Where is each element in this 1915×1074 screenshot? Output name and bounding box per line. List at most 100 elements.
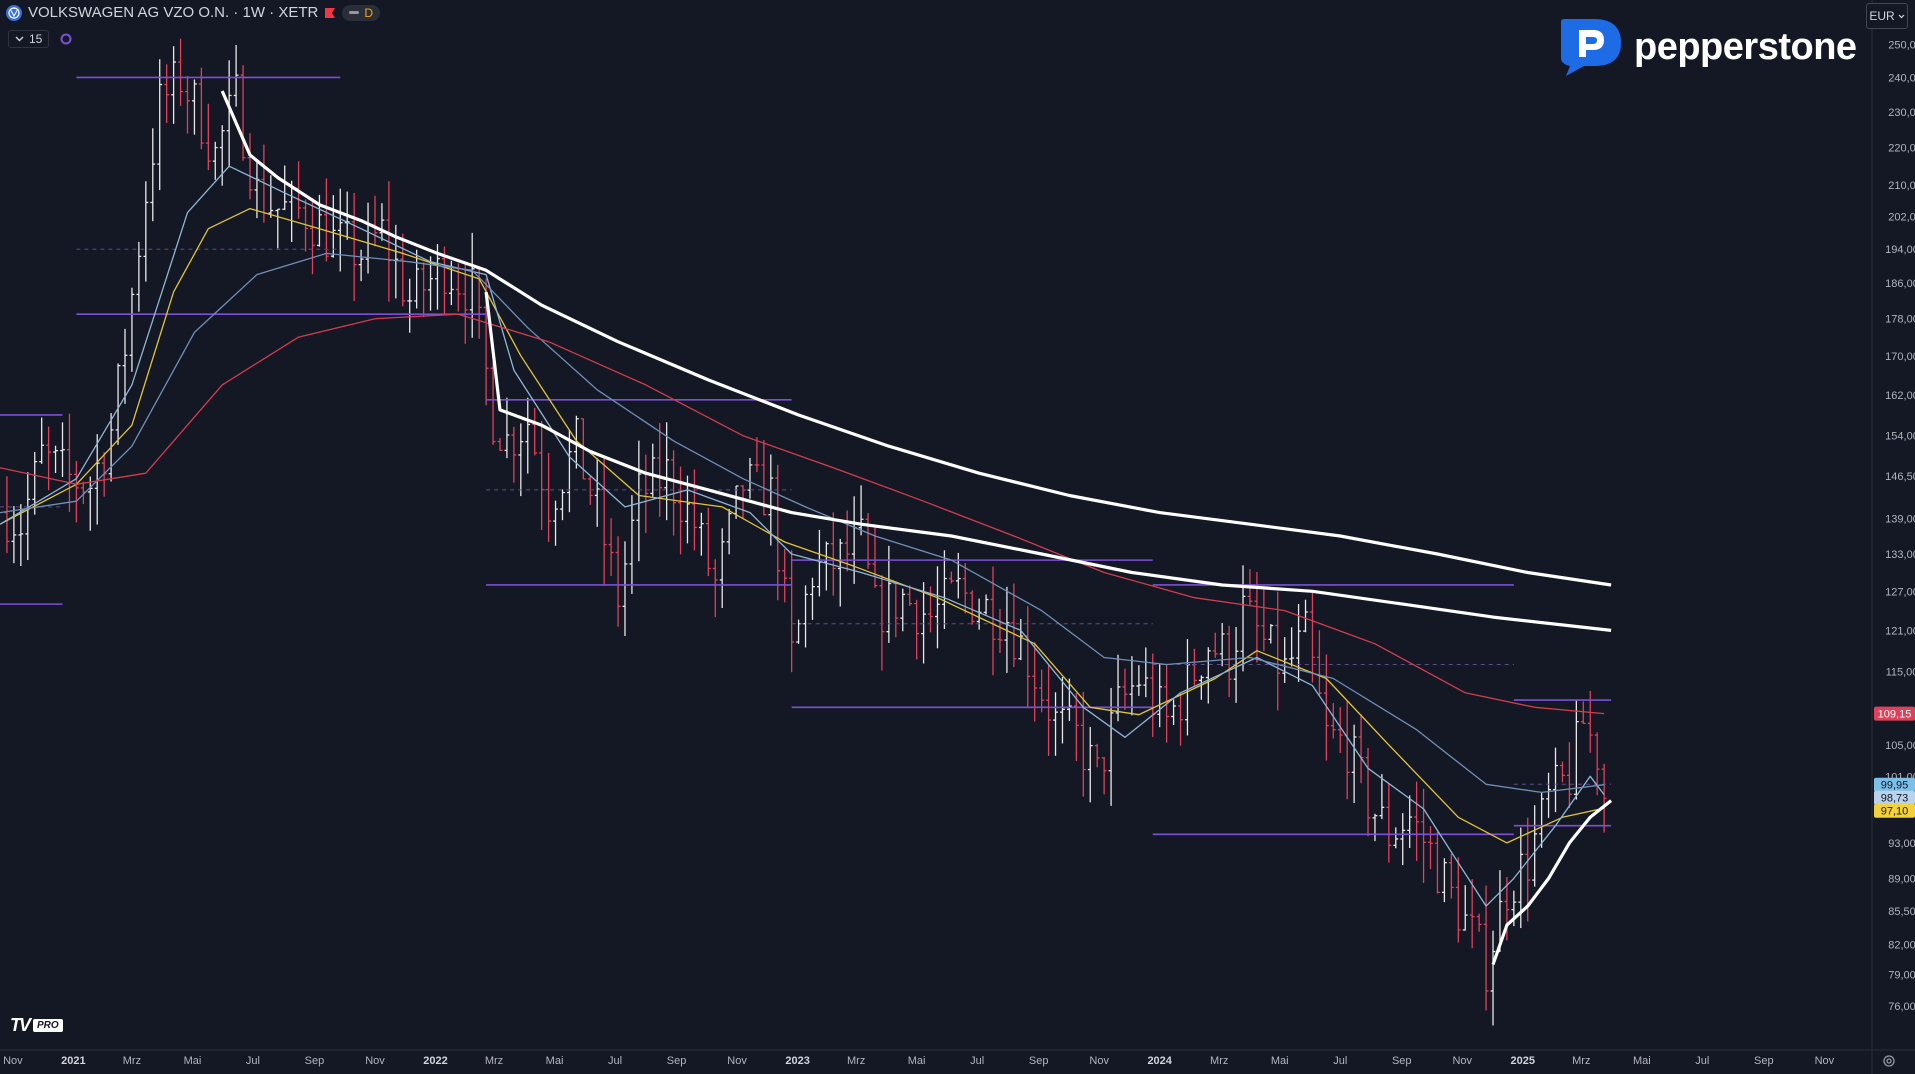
up-bar (1143, 647, 1149, 698)
last-value-badge: 109,15 (1874, 706, 1915, 721)
up-bar (858, 485, 864, 536)
up-bar (1198, 675, 1204, 700)
down-bar (997, 608, 1003, 654)
down-bar (761, 440, 767, 516)
up-bar (60, 422, 65, 478)
down-bar (657, 423, 663, 517)
down-bar (442, 246, 447, 316)
down-bar (1337, 707, 1343, 753)
price-tick-label: 76,00 (1888, 1001, 1915, 1013)
down-bar (490, 362, 496, 445)
up-bar (504, 397, 510, 459)
flag-icon[interactable] (324, 7, 336, 19)
indicator-line-1 (0, 165, 1605, 907)
price-tick-label: 186,00 (1885, 278, 1915, 290)
up-bar (650, 443, 656, 497)
up-bar (900, 588, 906, 632)
up-bar (233, 44, 239, 107)
refresh-icon[interactable] (59, 32, 73, 46)
time-axis: Nov 2021 Mrz Mai Jul Sep Nov 2022 Mrz Mai Jul Sep No… (0, 1049, 1915, 1067)
down-bar (1226, 625, 1232, 698)
time-tick-label: Mai (908, 1055, 926, 1067)
down-bar (1261, 587, 1267, 652)
down-bar (46, 426, 52, 491)
up-bar (1442, 858, 1447, 903)
last-value-bg (1874, 803, 1915, 818)
time-tick-label: Nov (1452, 1055, 1472, 1067)
tradingview-pro-logo[interactable]: TV PRO (10, 1015, 63, 1036)
indicator-line-6 (1491, 799, 1613, 966)
time-tick-label: Mrz (485, 1055, 503, 1067)
price-tick-label: 139,00 (1885, 513, 1915, 525)
up-bar (268, 175, 274, 218)
price-tick-label: 170,00 (1885, 351, 1915, 363)
up-bar (553, 500, 558, 546)
down-bar (497, 438, 503, 452)
last-value-badge: 99,95 (1874, 777, 1915, 792)
down-bar (303, 199, 308, 252)
down-bar (914, 599, 920, 660)
down-bar (1080, 691, 1086, 797)
time-tick-label: 2024 (1147, 1055, 1172, 1067)
up-bar (192, 79, 197, 135)
up-bar (1067, 678, 1072, 721)
last-value-badge: 98,73 (1874, 790, 1915, 805)
up-bar (1546, 772, 1551, 818)
up-bar (414, 249, 420, 309)
up-bar (1129, 656, 1135, 716)
indicator-bar: 15 (8, 30, 73, 48)
up-bar (1490, 930, 1496, 1026)
up-bar (1087, 726, 1093, 803)
up-bar (1573, 700, 1579, 800)
indicators-toggle-button[interactable]: 15 (8, 30, 50, 48)
time-tick-label: Mai (1633, 1055, 1651, 1067)
symbol-title[interactable]: VOLKSWAGEN AG VZO O.N. · 1W · XETR (28, 4, 319, 21)
down-bar (671, 450, 676, 536)
up-bar (136, 241, 142, 312)
up-bar (886, 545, 892, 643)
up-bar (1393, 827, 1399, 849)
down-bar (1178, 692, 1183, 746)
indicator-count: 15 (29, 32, 43, 46)
indicator-line-4 (220, 90, 1612, 587)
price-tick-label: 220,0 (1888, 143, 1915, 155)
price-axis: 250,0 240,0 230,0 220,0 210,0 202,0 194,00 186,… (1871, 0, 1915, 1074)
up-bar (53, 445, 58, 474)
up-bar (171, 46, 177, 124)
up-bar (1539, 792, 1545, 848)
down-bar (1212, 632, 1218, 658)
down-bar (1601, 763, 1607, 833)
down-bar (1032, 642, 1038, 722)
tradingview-logo-icon: TV (10, 1015, 31, 1035)
down-bar (789, 550, 795, 673)
time-tick-label: Nov (365, 1055, 385, 1067)
down-bar (205, 103, 211, 171)
up-bar (115, 363, 121, 445)
up-bar (1115, 654, 1121, 722)
currency-selector[interactable]: EUR (1866, 3, 1908, 29)
up-bar (810, 577, 815, 620)
price-tick-label: 121,00 (1885, 625, 1915, 637)
up-bar (25, 472, 31, 561)
chart-settings-button[interactable] (1880, 1052, 1898, 1070)
data-status-badge[interactable]: D (342, 4, 380, 21)
up-bar (567, 429, 572, 513)
price-tick-label: 230,0 (1888, 107, 1915, 119)
up-bar (1296, 603, 1301, 682)
time-tick-label: Nov (3, 1055, 23, 1067)
up-bar (407, 278, 413, 333)
brand-name: pepperstone (1634, 25, 1857, 68)
up-bar (157, 59, 163, 191)
up-bar (837, 538, 843, 607)
price-tick-label: 115,00 (1886, 666, 1915, 678)
price-tick-label: 89,00 (1888, 873, 1915, 885)
time-tick-label: Sep (1754, 1055, 1774, 1067)
up-bar (1240, 565, 1246, 672)
symbol-header[interactable]: VOLKSWAGEN AG VZO O.N. · 1W · XETR D (6, 4, 380, 21)
last-value-bg (1874, 706, 1915, 721)
up-bar (685, 475, 690, 544)
up-bar (1018, 618, 1024, 661)
up-bar (143, 181, 149, 282)
